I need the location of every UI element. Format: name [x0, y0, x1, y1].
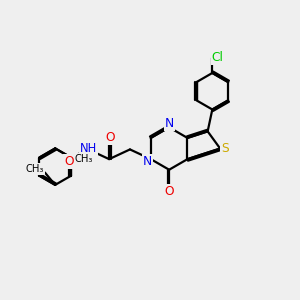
Text: N: N — [142, 155, 152, 168]
Text: CH₃: CH₃ — [26, 164, 44, 174]
Text: Cl: Cl — [212, 51, 224, 64]
Text: N: N — [164, 117, 174, 130]
Text: O: O — [106, 130, 116, 143]
Text: NH: NH — [80, 142, 98, 155]
Text: S: S — [221, 142, 229, 155]
Text: O: O — [64, 155, 74, 168]
Text: CH₃: CH₃ — [74, 154, 93, 164]
Text: O: O — [164, 185, 174, 198]
